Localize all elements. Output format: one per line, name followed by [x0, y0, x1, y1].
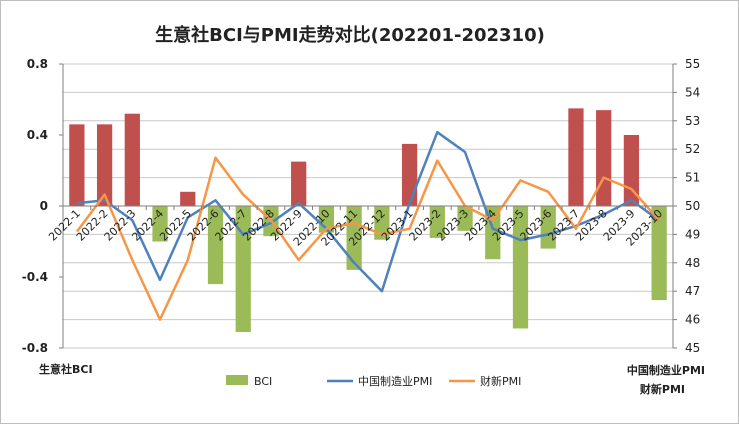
left-tick-label: -0.4 — [22, 270, 48, 284]
axes: 0.8 0.4 0 -0.4 -0.8 55 54 53 52 51 50 49 48 47 46 45 — [22, 57, 701, 355]
legend: BCI 中国制造业PMI 财新PMI — [226, 374, 521, 388]
right-tick-label: 46 — [685, 313, 700, 327]
left-tick-label: 0 — [40, 199, 48, 213]
left-tick-label: 0.8 — [27, 57, 48, 71]
bci-bar — [291, 161, 307, 206]
caixin-pmi-line — [75, 156, 661, 321]
bci-bar — [512, 206, 529, 329]
legend-swatch-bci — [226, 375, 248, 385]
bci-bar — [207, 206, 224, 285]
legend-label-bci: BCI — [254, 375, 272, 388]
left-tick-label: 0.4 — [27, 128, 48, 142]
right-axis-label-1: 中国制造业PMI — [627, 363, 705, 377]
bci-bar — [96, 124, 113, 206]
chart-title: 生意社BCI与PMI走势对比(202201-202310) — [155, 24, 545, 46]
right-tick-label: 48 — [685, 256, 700, 270]
cn-pmi-line — [76, 130, 660, 293]
right-tick-label: 47 — [685, 284, 700, 298]
right-tick-label: 50 — [685, 199, 700, 213]
bci-bar — [568, 108, 584, 206]
legend-label-caixin-pmi: 财新PMI — [480, 374, 521, 388]
bci-bar — [124, 113, 140, 206]
right-tick-label: 52 — [685, 142, 700, 156]
right-tick-label: 49 — [685, 227, 700, 241]
bci-bar — [235, 206, 251, 333]
right-axis-label-2: 财新PMI — [639, 382, 685, 396]
right-tick-label: 54 — [685, 85, 700, 99]
bci-bar — [69, 124, 85, 206]
legend-label-cn-pmi: 中国制造业PMI — [358, 374, 432, 388]
bci-bar — [457, 206, 473, 231]
right-tick-label: 45 — [685, 341, 700, 355]
left-tick-label: -0.8 — [22, 341, 48, 355]
right-tick-label: 51 — [685, 171, 700, 185]
right-tick-label: 55 — [685, 57, 700, 71]
bci-bar — [374, 206, 390, 240]
right-tick-label: 53 — [685, 114, 700, 128]
bci-bar — [651, 206, 667, 301]
pmi-lines — [75, 130, 661, 321]
bci-bar — [596, 110, 612, 206]
bci-bar — [401, 143, 418, 206]
bci-bar — [152, 206, 168, 242]
left-axis-label: 生意社BCI — [39, 362, 93, 376]
bci-bar — [180, 191, 196, 206]
bci-bar — [346, 206, 362, 270]
bci-bar — [429, 206, 445, 238]
bci-bar — [540, 206, 556, 249]
